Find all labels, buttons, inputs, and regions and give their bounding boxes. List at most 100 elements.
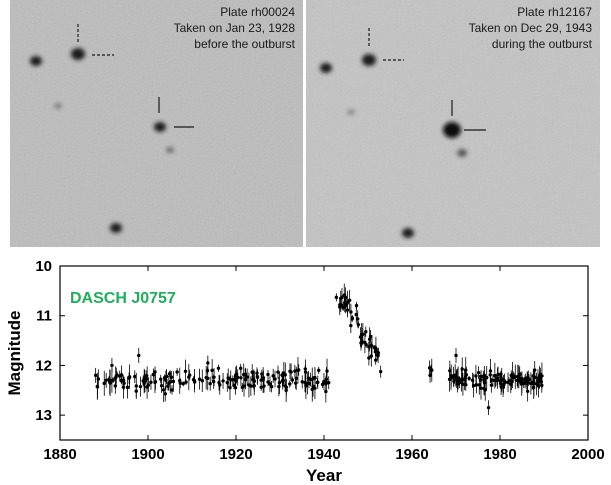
data-point [343, 296, 348, 300]
y-axis-label: Magnitude [5, 311, 24, 396]
data-point [476, 370, 481, 375]
data-point [303, 367, 307, 371]
data-point [121, 385, 126, 389]
plate-image-before-svg [10, 0, 303, 247]
data-point [216, 366, 221, 370]
x-tick-label: 1960 [395, 446, 428, 463]
data-point [493, 374, 497, 378]
data-point [252, 379, 257, 383]
data-point [159, 384, 164, 388]
data-point [489, 383, 494, 387]
data-point [456, 382, 460, 386]
data-points [93, 283, 544, 416]
data-point [240, 385, 244, 390]
data-point [259, 385, 263, 389]
data-point [531, 381, 536, 385]
data-point [350, 317, 354, 321]
data-point [111, 378, 115, 382]
data-point [488, 373, 492, 377]
data-point [498, 381, 503, 386]
plate-image-before: Plate rh00024 Taken on Jan 23, 1928 befo… [10, 0, 303, 247]
data-point [345, 308, 350, 312]
data-point [283, 384, 287, 388]
data-point [159, 377, 163, 381]
data-point [310, 377, 314, 382]
data-point [519, 382, 524, 386]
data-point [284, 388, 288, 393]
data-point [149, 380, 153, 384]
data-point [315, 380, 320, 385]
data-point [533, 368, 537, 372]
data-point [369, 343, 373, 347]
plate-date-text: Taken on Dec 29, 1943 [468, 21, 592, 35]
data-point [119, 373, 124, 377]
data-point [325, 369, 329, 373]
data-point [378, 369, 383, 374]
axis-ticks: 1880 1900 1920 1940 1960 1980 2000 10 11 12 13 [35, 258, 604, 463]
data-point [205, 368, 210, 373]
data-point [477, 383, 482, 387]
data-point [268, 382, 272, 386]
data-point [250, 370, 254, 374]
data-point [161, 388, 166, 392]
data-point [509, 382, 513, 387]
data-point [525, 379, 530, 384]
data-point [451, 375, 456, 379]
plate-image-during: Plate rh12167 Taken on Dec 29, 1943 duri… [306, 0, 600, 247]
plate-state-text: before the outburst [194, 37, 295, 51]
data-point [349, 310, 353, 314]
data-point [243, 372, 248, 377]
x-tick-label: 1900 [131, 446, 164, 463]
y-tick-label: 10 [35, 258, 52, 275]
data-point [153, 380, 157, 385]
data-point [324, 389, 328, 394]
y-tick-label: 12 [35, 357, 52, 374]
data-point [523, 377, 528, 381]
data-point [170, 388, 174, 392]
data-point [491, 378, 495, 383]
data-point [200, 379, 204, 383]
data-point [447, 377, 452, 382]
data-point [317, 368, 321, 373]
data-point [255, 375, 260, 379]
data-point [266, 372, 270, 377]
data-point [296, 368, 301, 372]
x-tick-label: 1980 [483, 446, 516, 463]
data-point [479, 377, 483, 382]
data-point [525, 389, 530, 393]
data-point [535, 380, 540, 384]
data-point [175, 370, 179, 374]
data-point [225, 380, 229, 385]
data-point [239, 376, 243, 380]
data-point [108, 380, 112, 384]
data-point [322, 379, 326, 384]
data-point [495, 376, 500, 380]
data-point [221, 379, 225, 383]
data-point [430, 368, 434, 373]
data-point [269, 384, 274, 389]
x-tick-label: 1940 [307, 446, 340, 463]
data-point [452, 379, 456, 383]
data-point [95, 385, 100, 389]
data-point [479, 386, 483, 390]
data-point [110, 363, 114, 368]
data-point [187, 375, 191, 379]
data-point [238, 366, 243, 371]
plate-state-text: during the outburst [491, 37, 592, 51]
data-point [181, 382, 185, 386]
data-point [228, 386, 232, 390]
data-point [102, 381, 106, 386]
data-point [457, 378, 462, 382]
plate-caption: Plate rh12167 Taken on Dec 29, 1943 duri… [469, 4, 592, 52]
data-point [113, 384, 118, 388]
data-point [138, 384, 143, 389]
data-point [119, 378, 123, 383]
x-axis-label: Year [306, 466, 342, 485]
data-point [369, 354, 374, 358]
data-point [204, 375, 208, 380]
data-point [293, 369, 297, 373]
data-point [125, 385, 130, 390]
data-point [343, 304, 348, 308]
data-point [368, 334, 373, 339]
data-point [358, 335, 363, 339]
